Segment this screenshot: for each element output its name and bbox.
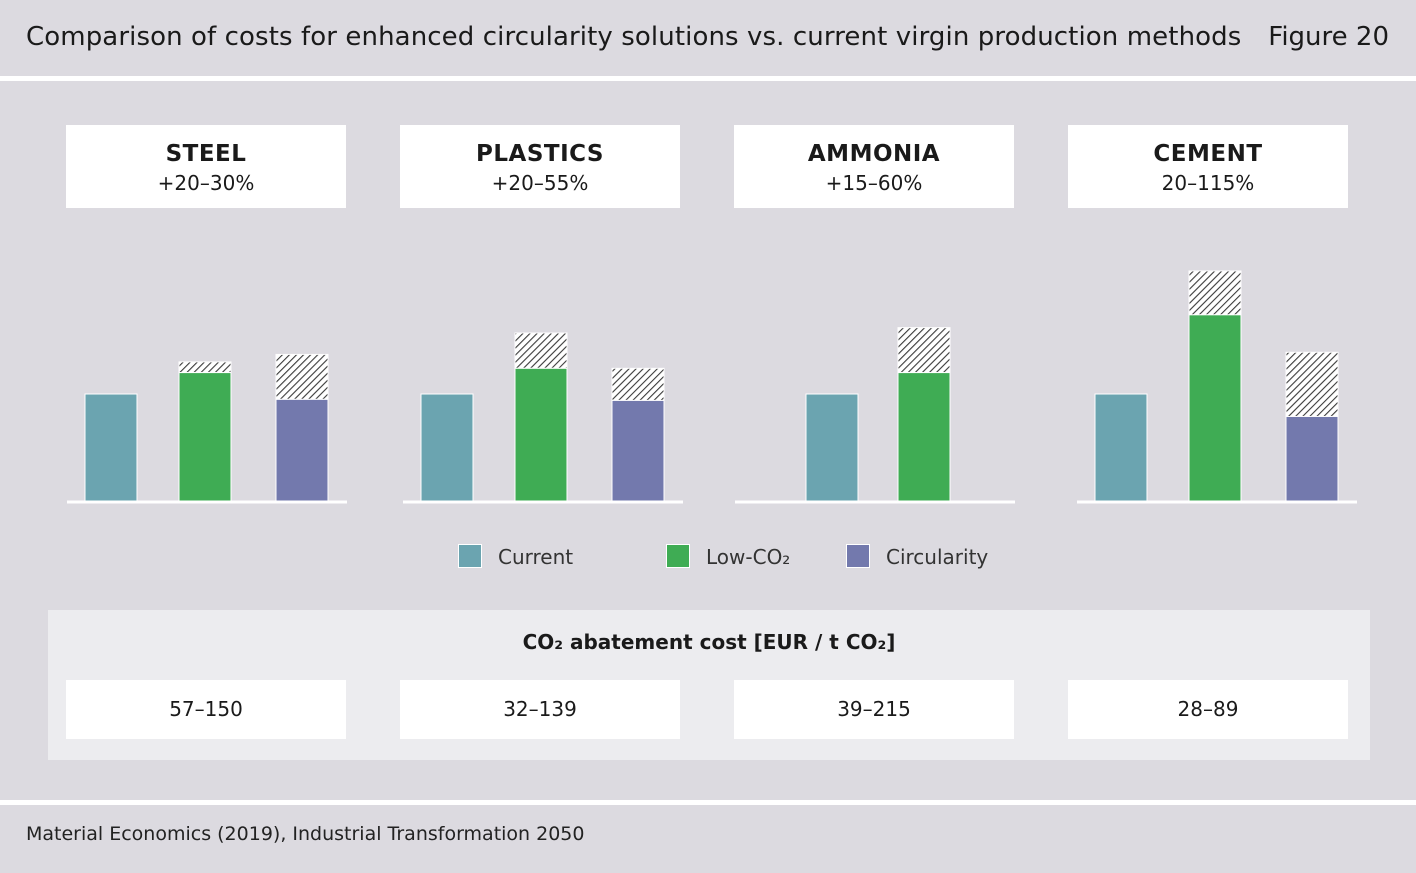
bottom-divider bbox=[0, 800, 1416, 805]
abatement-value-plastics: 32–139 bbox=[400, 680, 680, 739]
source-note: Material Economics (2019), Industrial Tr… bbox=[26, 823, 585, 845]
abatement-value-steel: 57–150 bbox=[66, 680, 346, 739]
panel-range: +15–60% bbox=[825, 171, 923, 195]
abatement-value-ammonia: 39–215 bbox=[734, 680, 1014, 739]
panel-header-cement: CEMENT 20–115% bbox=[1068, 125, 1348, 208]
legend-label: Low-CO₂ bbox=[706, 545, 791, 569]
bar-circularity bbox=[1285, 415, 1339, 502]
bar-low-co- bbox=[1188, 314, 1242, 502]
panel-name: AMMONIA bbox=[807, 141, 941, 167]
bar-low-co- bbox=[514, 367, 568, 502]
bar-current bbox=[805, 393, 859, 502]
bar-circularity bbox=[275, 398, 329, 502]
abatement-title: CO₂ abatement cost [EUR / t CO₂] bbox=[522, 630, 896, 654]
header: Comparison of costs for enhanced circula… bbox=[0, 0, 1416, 76]
bar-range-low-co- bbox=[897, 327, 951, 374]
abatement-value-cement: 28–89 bbox=[1068, 680, 1348, 739]
bar-range-circularity bbox=[1285, 351, 1339, 417]
legend-swatch bbox=[846, 544, 870, 568]
legend-label: Current bbox=[498, 545, 574, 569]
bar-current bbox=[1094, 393, 1148, 502]
legend-swatch bbox=[458, 544, 482, 568]
legend-swatch bbox=[666, 544, 690, 568]
bar-current bbox=[420, 393, 474, 502]
top-divider bbox=[0, 76, 1416, 81]
bar-range-circularity bbox=[275, 353, 329, 400]
bar-low-co- bbox=[178, 372, 232, 502]
page-title: Comparison of costs for enhanced circula… bbox=[26, 22, 1242, 52]
bar-range-low-co- bbox=[178, 361, 232, 374]
bar-low-co- bbox=[897, 372, 951, 502]
panel-range: +20–30% bbox=[157, 171, 255, 195]
panel-name: STEEL bbox=[165, 141, 247, 167]
panel-header-ammonia: AMMONIA +15–60% bbox=[734, 125, 1014, 208]
bar-range-low-co- bbox=[1188, 270, 1242, 316]
panel-header-steel: STEEL +20–30% bbox=[66, 125, 346, 208]
panel-name: PLASTICS bbox=[476, 141, 604, 167]
bar-circularity bbox=[611, 399, 665, 502]
panel-name: CEMENT bbox=[1153, 141, 1263, 167]
panel-range: +20–55% bbox=[491, 171, 589, 195]
panel-header-plastics: PLASTICS +20–55% bbox=[400, 125, 680, 208]
figure-label: Figure 20 bbox=[1268, 22, 1389, 52]
legend-label: Circularity bbox=[886, 545, 989, 569]
panel-range: 20–115% bbox=[1161, 171, 1255, 195]
bar-current bbox=[84, 393, 138, 502]
bar-range-circularity bbox=[611, 367, 665, 401]
bar-range-low-co- bbox=[514, 332, 568, 369]
